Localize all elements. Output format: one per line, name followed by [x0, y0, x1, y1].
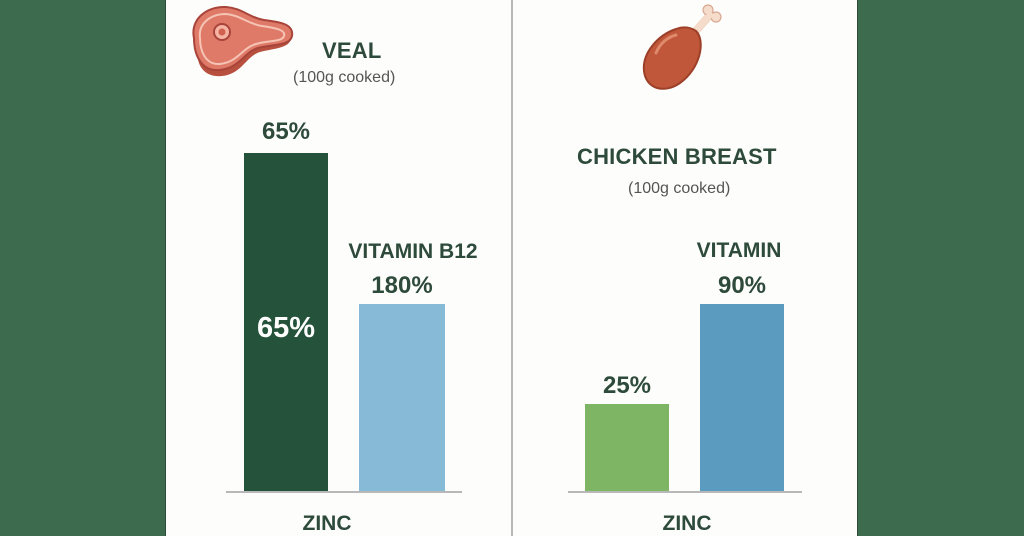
chicken-vitamin-bar	[700, 304, 784, 491]
veal-b12-bar	[359, 304, 445, 491]
chicken-vitamin-label: VITAMIN	[696, 239, 782, 262]
chicken-vitamin-value: 90%	[717, 272, 767, 299]
chicken-zinc-value: 25%	[602, 372, 652, 399]
chicken-axis-label: ZINC	[662, 512, 712, 535]
drumstick-icon	[642, 4, 722, 90]
veal-b12-value: 180%	[371, 272, 433, 299]
veal-subtitle: (100g cooked)	[293, 69, 396, 86]
section-divider	[511, 0, 513, 536]
infographic-panel: VEAL (100g cooked) 65% 65% VITAMIN B12 1…	[166, 0, 857, 536]
chicken-title: CHICKEN BREAST	[577, 144, 777, 169]
chicken-subtitle: (100g cooked)	[628, 180, 731, 197]
veal-zinc-top-value: 65%	[261, 118, 311, 145]
veal-b12-label: VITAMIN B12	[348, 240, 478, 263]
chicken-baseline	[568, 491, 802, 493]
steak-icon	[192, 5, 294, 77]
veal-axis-label: ZINC	[302, 512, 352, 535]
veal-title: VEAL	[322, 38, 382, 63]
veal-zinc-inner-value: 65%	[256, 312, 316, 344]
veal-zinc-bar	[244, 153, 328, 491]
veal-baseline	[226, 491, 462, 493]
chicken-zinc-bar	[585, 404, 669, 491]
